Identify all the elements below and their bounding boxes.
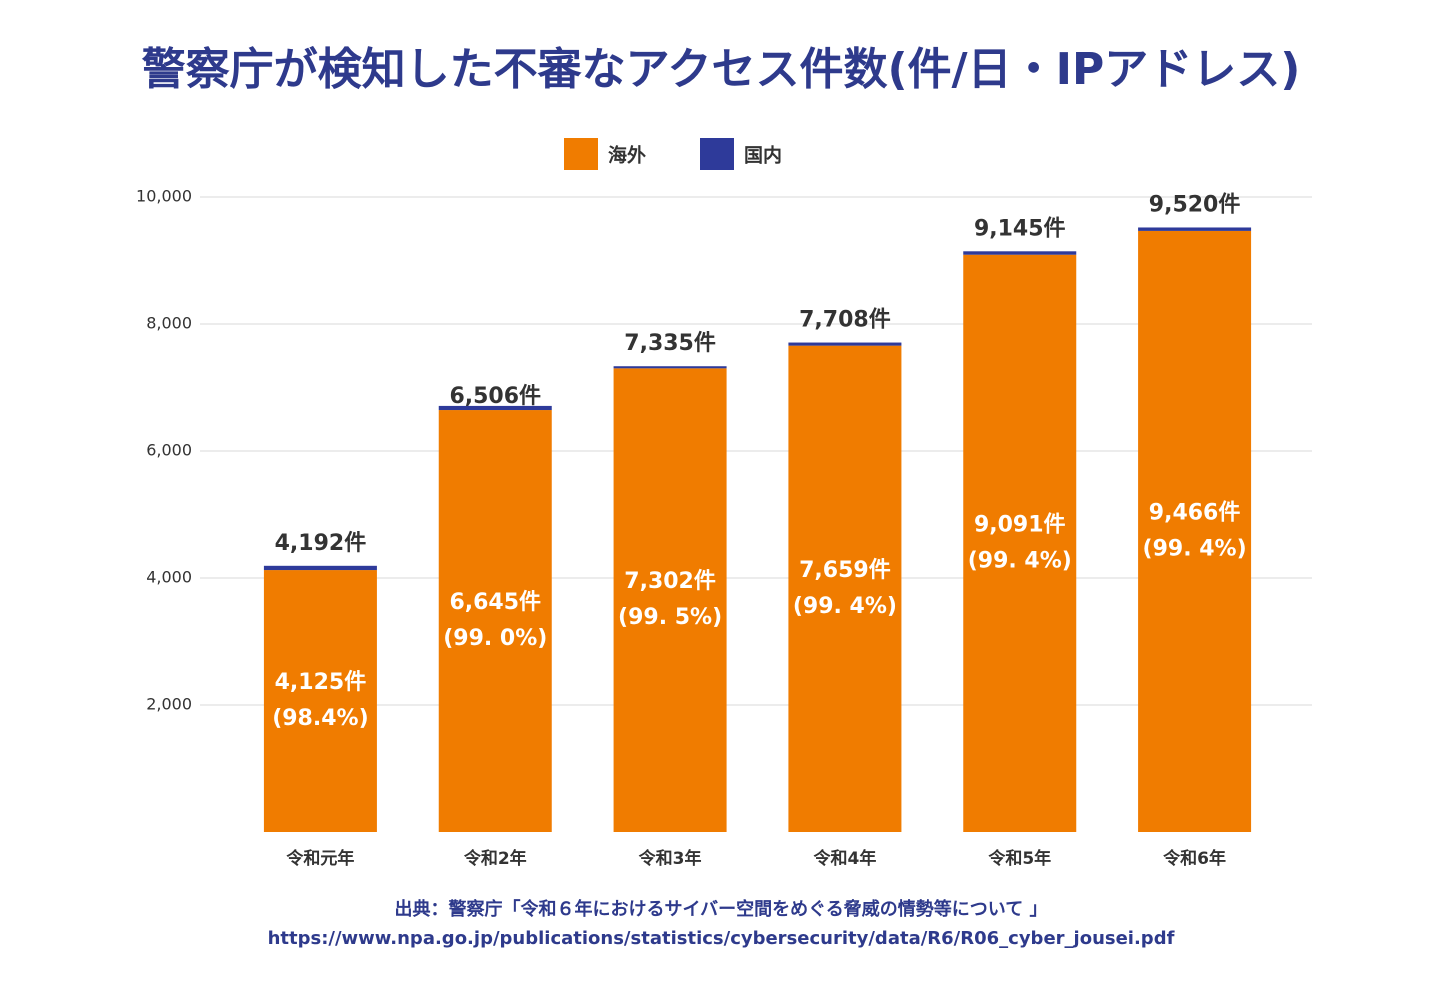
- total-label: 9,145件: [974, 216, 1066, 241]
- share-label: (99. 4%): [1143, 536, 1247, 561]
- share-label: (99. 5%): [618, 605, 722, 630]
- y-tick-label: 4,000: [146, 568, 192, 587]
- bar-segment: [788, 342, 902, 346]
- total-label: 9,520件: [1149, 192, 1241, 217]
- x-tick-label: 令和5年: [988, 848, 1051, 869]
- bar-segment: [613, 368, 727, 832]
- bar-segment: [1138, 230, 1252, 832]
- bar-segment: [963, 251, 1077, 255]
- bar-segment: [613, 366, 727, 369]
- total-label: 4,192件: [275, 531, 367, 556]
- bar-segment: [438, 405, 552, 411]
- bar-segment: [963, 254, 1077, 832]
- value-label: 9,466件: [1149, 500, 1241, 525]
- x-tick-label: 令和6年: [1163, 848, 1226, 869]
- source-note: 出典：警察庁「令和６年におけるサイバー空間をめぐる脅威の情勢等について 」: [394, 898, 1047, 920]
- bar-segment: [1138, 227, 1252, 231]
- y-tick-label: 10,000: [136, 187, 192, 206]
- bar-segment: [263, 565, 377, 571]
- bar-segment: [788, 345, 902, 832]
- legend-swatch: [700, 138, 734, 170]
- total-label: 6,506件: [449, 384, 541, 409]
- value-label: 6,645件: [449, 590, 541, 615]
- y-tick-label: 2,000: [146, 695, 192, 714]
- legend-label: 国内: [744, 144, 782, 167]
- bar-segment: [438, 410, 552, 832]
- share-label: (99. 0%): [443, 626, 547, 651]
- y-tick-label: 6,000: [146, 441, 192, 460]
- chart-title: 警察庁が検知した不審なアクセス件数(件/日・IPアドレス): [142, 44, 1301, 95]
- value-label: 9,091件: [974, 512, 1066, 537]
- x-tick-label: 令和4年: [813, 848, 876, 869]
- y-tick-label: 8,000: [146, 314, 192, 333]
- share-label: (98.4%): [272, 706, 368, 731]
- total-label: 7,335件: [624, 331, 716, 356]
- value-label: 7,659件: [799, 558, 891, 583]
- share-label: (99. 4%): [968, 548, 1072, 573]
- bar-segment: [263, 570, 377, 832]
- total-label: 7,708件: [799, 308, 891, 333]
- x-tick-label: 令和2年: [464, 848, 527, 869]
- value-label: 7,302件: [624, 569, 716, 594]
- x-tick-label: 令和元年: [286, 848, 354, 869]
- x-tick-label: 令和3年: [639, 848, 702, 869]
- source-url: https://www.npa.go.jp/publications/stati…: [268, 928, 1175, 949]
- share-label: (99. 4%): [793, 594, 897, 619]
- legend-label: 海外: [608, 144, 646, 167]
- value-label: 4,125件: [275, 670, 367, 695]
- legend-swatch: [564, 138, 598, 170]
